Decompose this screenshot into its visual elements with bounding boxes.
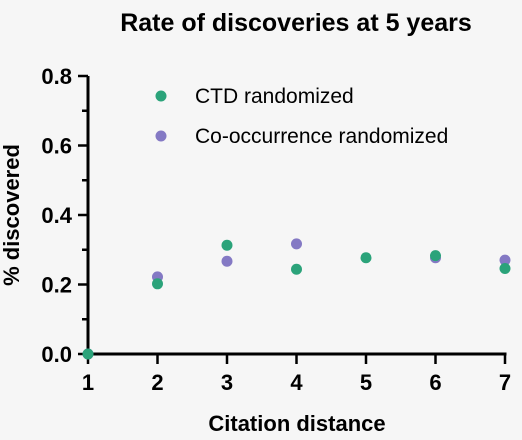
legend-label: CTD randomized — [195, 85, 354, 108]
data-point — [82, 348, 94, 360]
data-point — [360, 252, 372, 264]
x-tick-label: 5 — [360, 370, 372, 395]
data-point — [152, 278, 163, 290]
legend-label: Co-occurrence randomized — [195, 125, 448, 148]
data-point — [499, 254, 511, 266]
data-point — [221, 255, 233, 267]
x-tick-label: 2 — [151, 370, 163, 395]
legend: CTD randomized Co-occurrence randomized — [155, 85, 448, 148]
data-point — [291, 263, 302, 275]
y-axis-label: % discovered — [0, 144, 24, 286]
x-tick-label: 6 — [429, 370, 441, 395]
x-tick-label: 4 — [290, 370, 303, 395]
data-points — [82, 238, 511, 360]
legend-marker — [155, 130, 167, 142]
ticks: 0.0 0.2 0.4 0.6 0.8 1 2 3 4 5 6 7 — [41, 64, 511, 395]
y-tick-label: 0.8 — [41, 64, 72, 89]
x-tick-label: 3 — [221, 370, 233, 395]
x-tick-label: 7 — [499, 370, 511, 395]
x-axis-label: Citation distance — [208, 411, 385, 436]
legend-marker — [155, 90, 167, 102]
y-tick-label: 0.2 — [41, 273, 72, 298]
data-point — [221, 239, 233, 251]
y-tick-label: 0.0 — [41, 342, 72, 367]
chart-title: Rate of discoveries at 5 years — [120, 9, 472, 37]
data-point — [430, 250, 441, 262]
y-tick-label: 0.4 — [41, 203, 72, 228]
data-point — [291, 238, 302, 250]
y-tick-label: 0.6 — [41, 134, 72, 159]
data-point — [499, 263, 511, 275]
x-tick-label: 1 — [82, 370, 94, 395]
axes — [86, 76, 507, 356]
